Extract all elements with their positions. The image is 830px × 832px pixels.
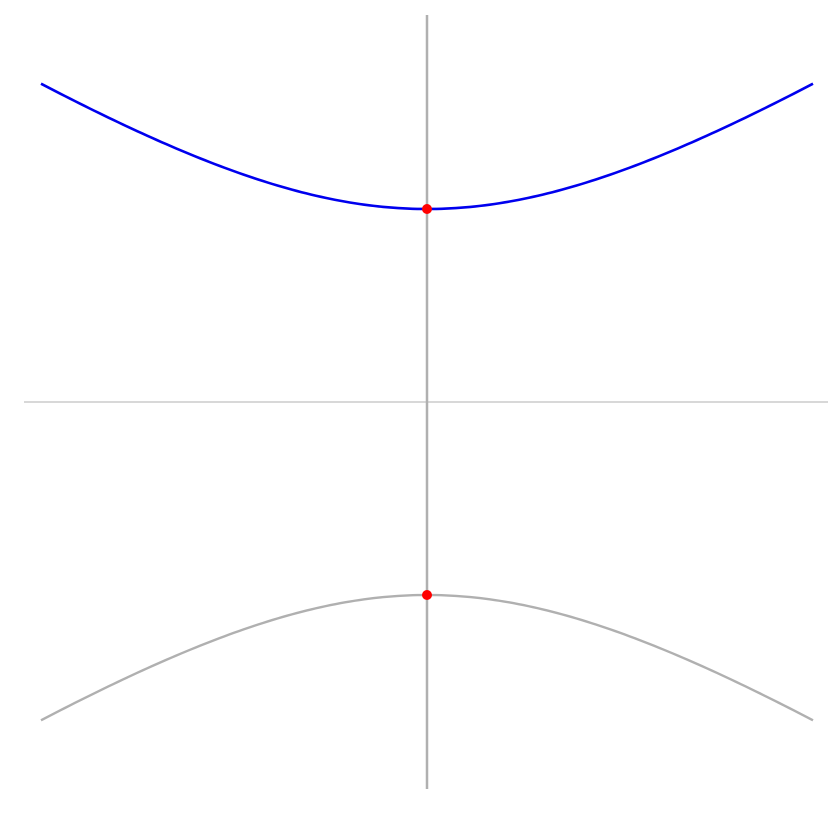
lower-vertex-point [422,590,432,600]
upper-vertex-point [422,204,432,214]
